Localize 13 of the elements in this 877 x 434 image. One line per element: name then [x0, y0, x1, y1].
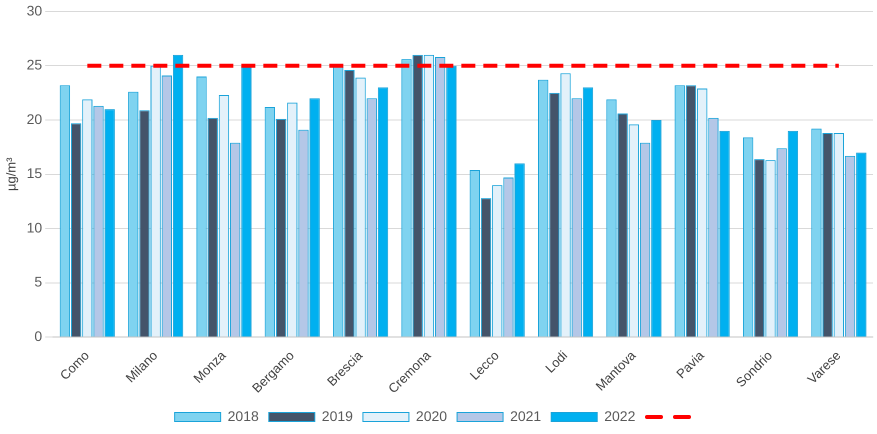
y-tick-label: 20 — [26, 110, 42, 127]
legend-label: 2019 — [322, 408, 354, 424]
y-tick-label: 0 — [34, 328, 42, 344]
y-tick-label: 15 — [26, 165, 42, 182]
y-tick-label: 10 — [26, 219, 42, 236]
legend-label: 2021 — [510, 408, 542, 424]
legend-label: 2018 — [228, 408, 259, 424]
y-tick-label: 25 — [26, 56, 42, 73]
legend-label: 2022 — [604, 408, 636, 424]
y-tick-label: 5 — [34, 274, 42, 290]
y-axis-title: µg/m³ — [3, 156, 18, 192]
legend-label: 2020 — [416, 408, 448, 424]
y-tick-label: 30 — [26, 2, 42, 18]
